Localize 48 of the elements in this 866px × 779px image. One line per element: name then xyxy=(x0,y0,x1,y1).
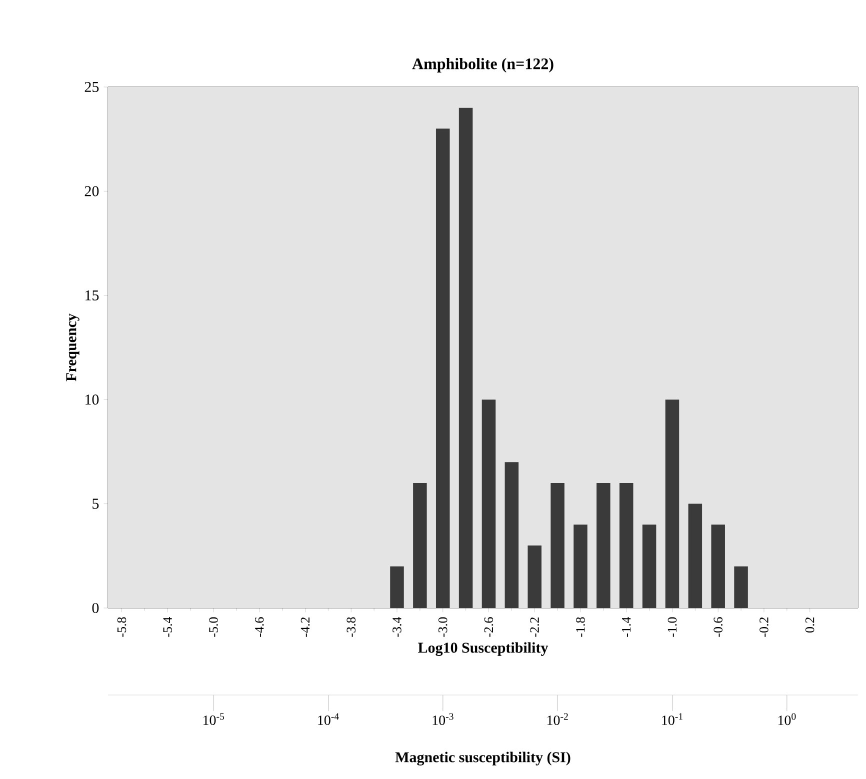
x-tick-label: -2.6 xyxy=(484,617,494,637)
y-tick-label: 0 xyxy=(92,602,99,614)
x-tick-label: 0.2 xyxy=(805,618,814,633)
bar xyxy=(619,482,634,608)
bar xyxy=(550,482,564,608)
bar xyxy=(688,504,702,608)
x2-tick-label: 10$^{-3}$ xyxy=(432,713,454,726)
bar xyxy=(436,128,450,608)
y-tick-label: 5 xyxy=(92,498,99,509)
x-tick-label: -5.0 xyxy=(209,617,218,637)
bar xyxy=(458,108,473,608)
bar xyxy=(413,482,427,608)
bar xyxy=(711,524,725,608)
x-tick-label: -0.2 xyxy=(760,618,768,637)
x-tick-label: -1.4 xyxy=(622,616,631,637)
x-tick-label: -1.8 xyxy=(576,617,585,637)
x-tick-label: -4.2 xyxy=(300,618,310,637)
y-tick-label: 20 xyxy=(84,186,99,196)
bar xyxy=(528,545,542,608)
bar xyxy=(596,482,610,608)
x-tick-label: -3.8 xyxy=(346,617,356,637)
x2-tick-label: 10$^{-2}$ xyxy=(547,713,568,726)
x2-tick-label: 10$^{-1}$ xyxy=(662,713,682,726)
x2-tick-label: 10$^{-5}$ xyxy=(203,713,224,725)
x-tick-label: -5.4 xyxy=(163,616,172,637)
x-tick-label: -1.0 xyxy=(668,617,677,637)
bar xyxy=(734,566,748,608)
x-tick-label: -3.0 xyxy=(438,617,448,637)
chart-title: Amphibolite (n=122) xyxy=(412,58,554,72)
x2-tick-label: 10$^{0}$ xyxy=(778,713,796,726)
bar xyxy=(390,566,404,608)
y-tick-label: 15 xyxy=(86,290,99,300)
x-tick-label: -3.4 xyxy=(392,616,402,637)
bar xyxy=(574,524,588,608)
y-axis-title: Frequency xyxy=(66,314,80,382)
bar xyxy=(665,400,680,608)
bar xyxy=(482,400,496,608)
x-tick-label: -4.6 xyxy=(254,617,264,637)
x-tick-label: -5.8 xyxy=(117,617,126,637)
x2-axis-title: Magnetic susceptibility (SI) xyxy=(395,752,570,766)
y-tick-label: 25 xyxy=(84,82,99,92)
bar xyxy=(504,462,519,608)
x-tick-label: -2.2 xyxy=(530,618,540,637)
x-axis-title: Log10 Susceptibility xyxy=(418,642,548,656)
y-tick-label: 10 xyxy=(86,394,99,405)
x-tick-label: -0.6 xyxy=(714,617,723,637)
bar xyxy=(642,524,656,608)
x2-tick-label: 10$^{-4}$ xyxy=(318,713,339,725)
